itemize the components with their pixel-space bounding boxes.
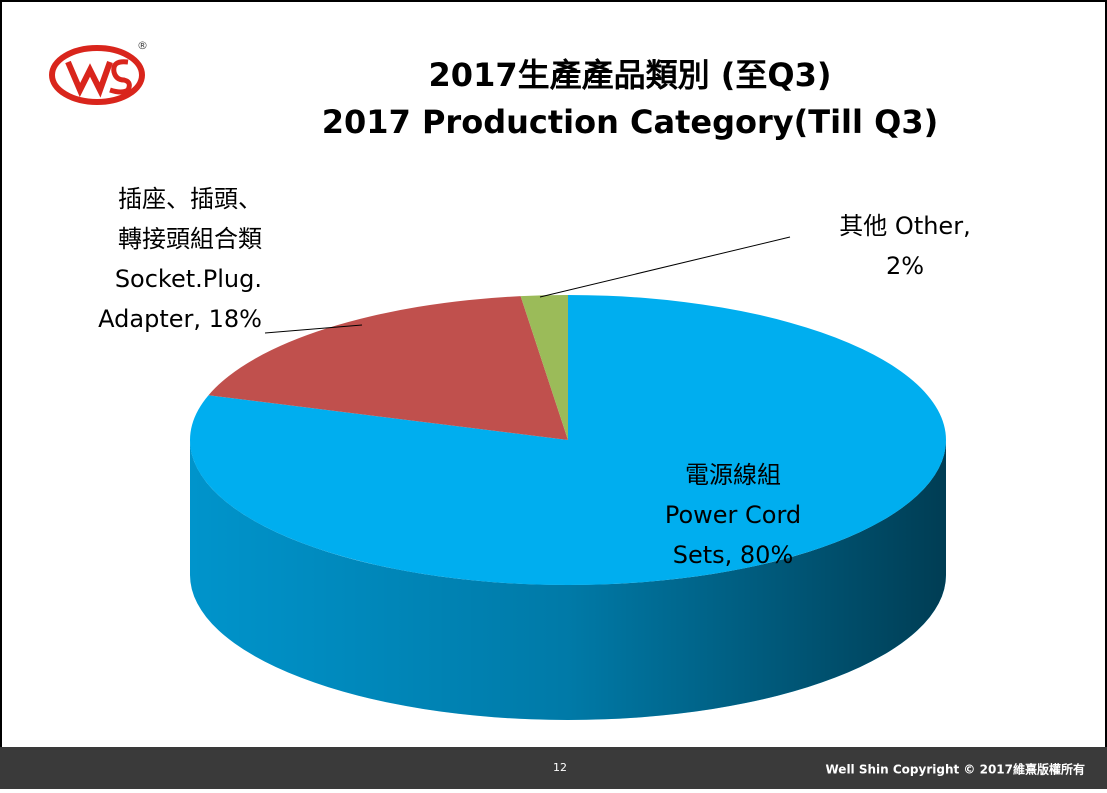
chart-title: 2017生產產品類別 (至Q3) xyxy=(429,56,832,94)
data-label: 轉接頭組合類 xyxy=(118,225,262,253)
logo: ® xyxy=(49,39,148,105)
pie-slice xyxy=(520,295,568,440)
leader-line xyxy=(264,324,363,334)
data-label: 插座、插頭、 xyxy=(118,185,262,213)
copyright: Well Shin Copyright © 2017維熹版權所有 xyxy=(826,762,1086,777)
data-label: 電源線組 xyxy=(685,461,781,489)
data-label: Sets, 80% xyxy=(673,541,794,569)
chart-title: 2017 Production Category(Till Q3) xyxy=(322,103,938,141)
page-number: 12 xyxy=(553,761,567,774)
data-label: Socket.Plug. xyxy=(115,265,262,293)
footer-bar xyxy=(0,747,1107,789)
data-label: Adapter, 18% xyxy=(98,305,262,333)
data-label: 其他 Other, xyxy=(839,212,970,240)
data-label: Power Cord xyxy=(665,501,801,529)
pie: 電源線組 Power Cord Sets, 80% 插座、插頭、轉接頭組合類 Socke… xyxy=(98,185,971,720)
logo-mark: ® xyxy=(137,39,148,52)
pie-side-shade xyxy=(190,440,946,720)
data-label: 2% xyxy=(886,252,924,280)
pie-slice xyxy=(189,295,947,586)
leader-line xyxy=(539,236,791,298)
pie-slice xyxy=(208,296,568,440)
